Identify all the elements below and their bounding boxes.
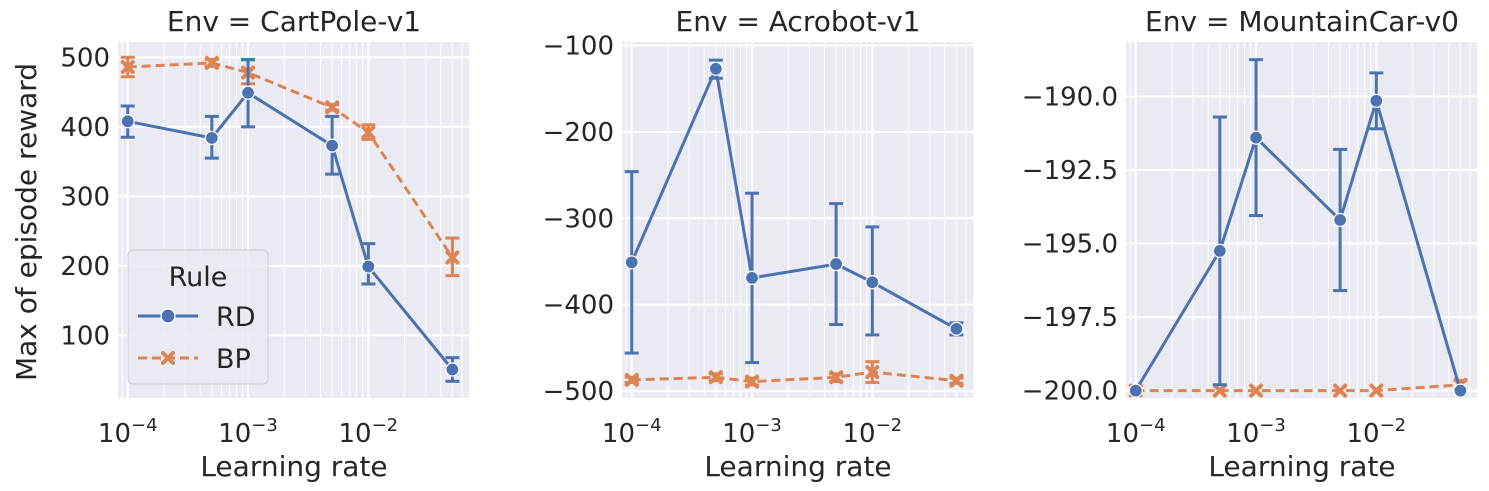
y-tick-label: −400 (543, 291, 614, 321)
y-tick-label: 100 (60, 321, 110, 351)
series-line (127, 61, 454, 259)
y-tick-label: −192.5 (1022, 156, 1118, 186)
data-point (865, 365, 880, 380)
x-tick-label: 10−4 (1106, 415, 1166, 449)
series-rd (1128, 58, 1468, 398)
data-point (240, 85, 256, 100)
y-tick-label: −195.0 (1022, 230, 1118, 260)
data-point (361, 125, 376, 140)
data-point (708, 370, 723, 385)
x-axis-label: Learning rate (1208, 450, 1395, 483)
data-point (1212, 243, 1227, 258)
data-point (1453, 383, 1468, 398)
data-point (829, 370, 844, 385)
y-tick-label: −200.0 (1022, 377, 1118, 407)
panel-3: 10−4 10−3 10−2 −200.0 −197.5 −195.0 −192.5 −190… (1022, 5, 1479, 483)
series-line (1134, 99, 1462, 392)
x-axis-label: Learning rate (704, 450, 891, 483)
legend-label-rd: RD (216, 302, 256, 333)
data-point (865, 275, 880, 290)
series-rd (624, 58, 964, 365)
legend-title: Rule (169, 262, 228, 293)
series-line (1135, 383, 1461, 393)
y-tick-label: −190.0 (1022, 82, 1118, 112)
x-tick-label: 10−3 (722, 415, 782, 449)
data-point (325, 138, 340, 153)
series-line (127, 91, 454, 371)
panel-1: 10−4 10−3 10−2 100 200 300 400 500 Env = CartPol… (60, 5, 471, 483)
y-tick-label: −100 (543, 31, 614, 61)
data-point (1333, 383, 1348, 398)
data-point (949, 373, 964, 388)
x-tick-label: 10−4 (98, 415, 158, 449)
y-tick-label: 300 (60, 182, 110, 212)
data-point (624, 255, 639, 270)
data-point (624, 372, 639, 387)
data-point (744, 270, 760, 285)
x-tick-label: 10−2 (1347, 415, 1407, 449)
data-point (745, 374, 760, 389)
legend-label-bp: BP (216, 344, 251, 375)
legend-marker-rd (160, 308, 176, 324)
data-point (445, 250, 460, 265)
x-tick-label: 10−2 (339, 415, 399, 449)
y-tick-label: 400 (60, 113, 110, 143)
x-tick-label: 10−4 (602, 415, 662, 449)
data-point (120, 114, 135, 129)
panel-title: Env = CartPole-v1 (167, 5, 421, 38)
legend: Rule RD BP (127, 249, 269, 385)
y-tick-label: 500 (60, 43, 110, 73)
y-tick-label: −200 (543, 118, 614, 148)
data-point (829, 256, 844, 272)
data-point (204, 55, 219, 70)
y-tick-label: −500 (543, 377, 614, 407)
data-point (1128, 383, 1143, 398)
legend-marker-bp (161, 351, 175, 365)
plot-background (622, 42, 974, 398)
series-bp (624, 360, 964, 389)
data-point (949, 321, 964, 336)
x-tick-label: 10−3 (218, 415, 278, 449)
data-point (445, 362, 460, 377)
series-line (631, 370, 957, 384)
y-tick-label: 200 (60, 252, 110, 282)
data-point (361, 259, 376, 274)
plot-background (1126, 42, 1478, 398)
data-point (204, 130, 219, 146)
data-point (1333, 212, 1348, 228)
panel-title: Env = Acrobot-v1 (676, 5, 921, 38)
data-point (1248, 130, 1264, 145)
data-point (1369, 383, 1384, 398)
data-point (325, 100, 340, 115)
data-point (1369, 93, 1384, 108)
panel-title: Env = MountainCar-v0 (1145, 5, 1459, 38)
data-point (1249, 383, 1264, 398)
data-point (708, 61, 723, 76)
x-tick-label: 10−2 (843, 415, 903, 449)
series-rd (120, 57, 460, 383)
x-axis-label: Learning rate (200, 450, 387, 483)
data-point (1212, 383, 1227, 398)
y-axis-label: Max of episode reward (10, 63, 43, 381)
y-tick-label: −197.5 (1022, 303, 1118, 333)
panel-2: 10−4 10−3 10−2 −500 −400 −300 −200 −100 Env = Ac… (543, 5, 975, 483)
y-tick-label: −300 (543, 204, 614, 234)
x-tick-label: 10−3 (1226, 415, 1286, 449)
data-point (120, 60, 135, 75)
panels: 10−4 10−3 10−2 100 200 300 400 500 Env = CartPol… (60, 5, 1479, 483)
series-line (630, 67, 958, 331)
